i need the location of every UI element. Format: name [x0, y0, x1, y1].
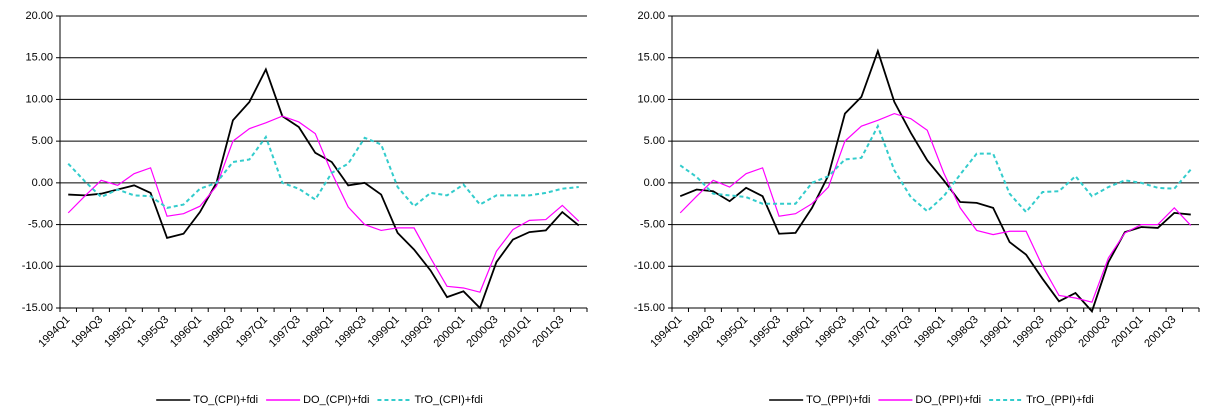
legend: TO_(CPI)+fdi DO_(CPI)+fdi TrO_(CPI)+fdi [156, 394, 483, 406]
x-tick-label: 1996Q1 [168, 314, 204, 350]
chart: -15.00 -10.00 -5.00 0.00 5.00 10.00 15.00 20.00… [22, 10, 588, 406]
y-tick-label: 0.00 [32, 177, 53, 189]
y-tick-label: 15.00 [637, 52, 665, 64]
x-tick-label: 1997Q3 [879, 314, 915, 350]
x-tick-label: 1997Q1 [234, 314, 270, 350]
x-tick-label: 1996Q3 [201, 314, 237, 350]
x-tick-label: 1994Q1 [648, 314, 684, 350]
x-tick-label: 1997Q1 [846, 314, 882, 350]
y-tick-label: -15.00 [634, 302, 665, 314]
x-tick-label: 2000Q3 [1076, 314, 1112, 350]
y-tick-label: 10.00 [637, 93, 665, 105]
chart: -15.00 -10.00 -5.00 0.00 5.00 10.00 15.00 20.00… [634, 10, 1200, 406]
y-tick-label: 5.00 [32, 135, 53, 147]
y-tick-label: 20.00 [25, 10, 53, 22]
x-tick-label: 1999Q1 [366, 314, 402, 350]
x-tick-label: 1998Q3 [333, 314, 369, 350]
x-tick-label: 2001Q3 [530, 314, 566, 350]
series-line [679, 48, 1191, 314]
x-tick-label: 2001Q1 [497, 314, 533, 350]
y-tick-label: -10.00 [634, 260, 665, 272]
x-tick-label: 1999Q1 [978, 314, 1014, 350]
x-tick-label: 1994Q3 [69, 314, 105, 350]
legend-label: TrO_(CPI)+fdi [414, 394, 482, 406]
series-line [679, 112, 1192, 303]
x-tick-label: 2000Q3 [464, 314, 500, 350]
x-tick-label: 1995Q1 [102, 314, 138, 350]
y-tick-label: -15.00 [22, 302, 53, 314]
legend: TO_(PPI)+fdi DO_(PPI)+fdi TrO_(PPI)+fdi [769, 394, 1094, 406]
x-tick-label: 1994Q3 [681, 314, 717, 350]
y-tick-label: 20.00 [637, 10, 665, 22]
x-tick-label: 1998Q1 [912, 314, 948, 350]
x-tick-label: 1996Q3 [813, 314, 849, 350]
x-tick-label: 1995Q3 [747, 314, 783, 350]
legend-label: TO_(CPI)+fdi [193, 394, 258, 406]
x-tick-label: 1998Q3 [945, 314, 981, 350]
series-line [68, 67, 580, 310]
y-tick-label: -5.00 [640, 218, 665, 230]
x-tick-label: 2000Q1 [1043, 314, 1079, 350]
x-tick-label: 1999Q3 [1011, 314, 1047, 350]
series-line [67, 115, 580, 293]
x-tick-label: 2000Q1 [431, 314, 467, 350]
legend-label: TrO_(PPI)+fdi [1026, 394, 1094, 406]
y-tick-label: -5.00 [28, 218, 53, 230]
legend-label: DO_(PPI)+fdi [915, 394, 981, 406]
series-line [679, 123, 1192, 214]
x-tick-label: 2001Q1 [1109, 314, 1145, 350]
y-tick-label: 0.00 [644, 177, 665, 189]
x-tick-label: 1997Q3 [267, 314, 303, 350]
x-tick-label: 1996Q1 [780, 314, 816, 350]
legend-label: DO_(CPI)+fdi [303, 394, 369, 406]
x-tick-label: 1995Q3 [135, 314, 171, 350]
legend-label: TO_(PPI)+fdi [806, 394, 870, 406]
x-tick-label: 1995Q1 [714, 314, 750, 350]
y-tick-label: -10.00 [22, 260, 53, 272]
y-tick-label: 5.00 [644, 135, 665, 147]
y-tick-label: 10.00 [25, 93, 53, 105]
x-tick-label: 1994Q1 [36, 314, 72, 350]
x-tick-label: 1999Q3 [399, 314, 435, 350]
y-tick-label: 15.00 [25, 52, 53, 64]
series-line [67, 134, 579, 209]
x-tick-label: 1998Q1 [300, 314, 336, 350]
x-tick-label: 2001Q3 [1142, 314, 1178, 350]
